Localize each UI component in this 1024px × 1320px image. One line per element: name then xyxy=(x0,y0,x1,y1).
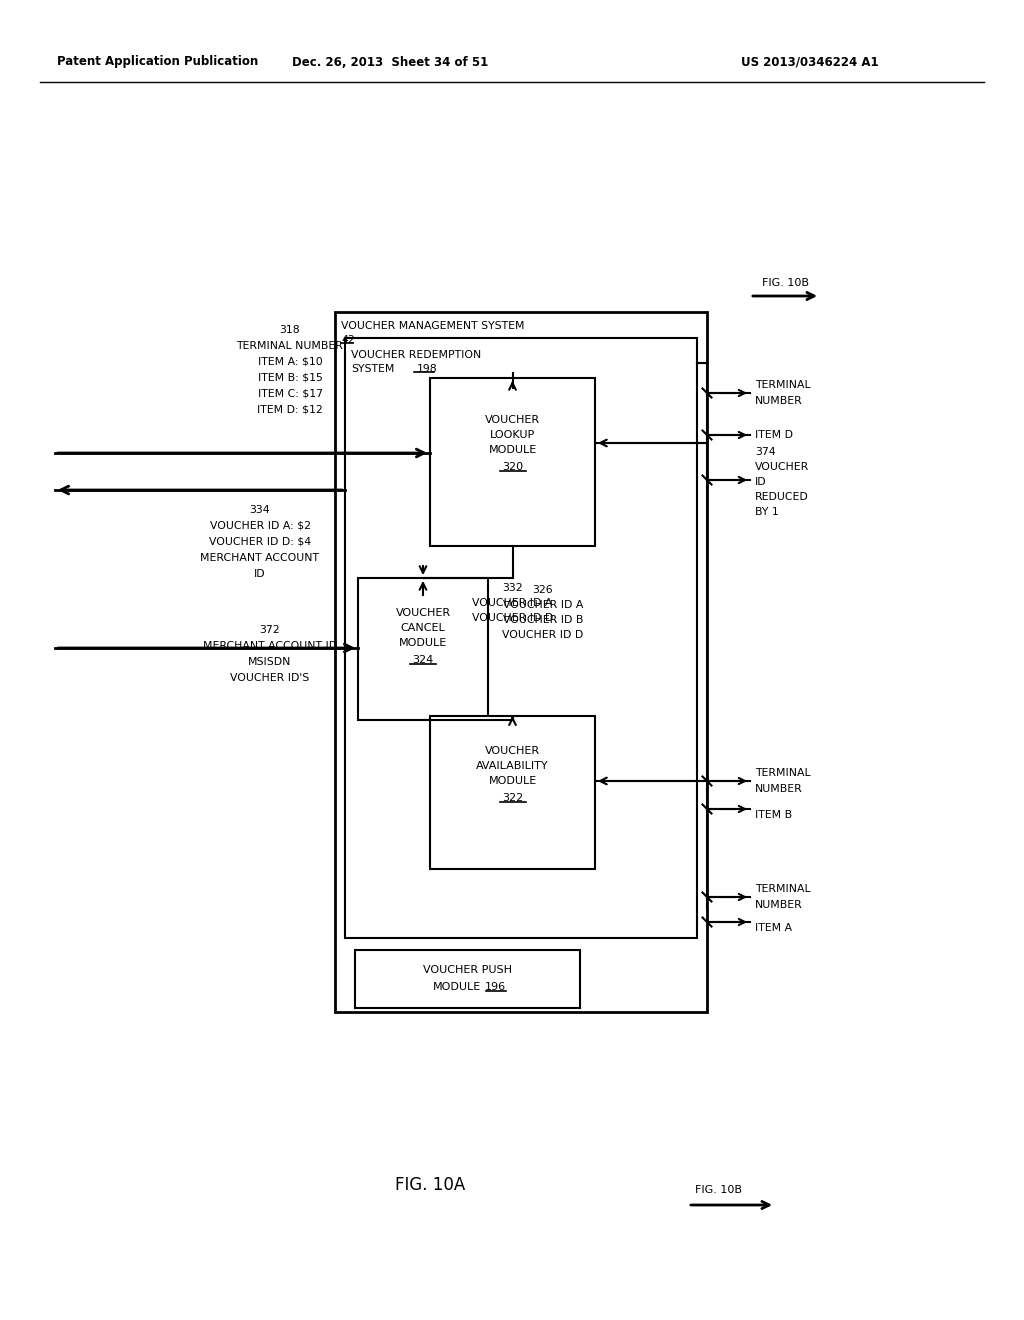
Text: VOUCHER MANAGEMENT SYSTEM: VOUCHER MANAGEMENT SYSTEM xyxy=(341,321,524,331)
Text: MODULE: MODULE xyxy=(488,445,537,455)
Text: VOUCHER: VOUCHER xyxy=(755,462,809,473)
Text: 326: 326 xyxy=(532,585,553,595)
Bar xyxy=(430,378,595,546)
Text: TERMINAL: TERMINAL xyxy=(755,884,811,894)
Text: VOUCHER PUSH: VOUCHER PUSH xyxy=(423,965,512,975)
Text: VOUCHER ID A: VOUCHER ID A xyxy=(503,601,584,610)
Text: VOUCHER ID A: $2: VOUCHER ID A: $2 xyxy=(210,521,310,531)
Text: 198: 198 xyxy=(417,364,437,374)
Text: VOUCHER: VOUCHER xyxy=(395,609,451,618)
Text: NUMBER: NUMBER xyxy=(755,900,803,909)
Text: 322: 322 xyxy=(502,793,523,803)
Text: VOUCHER ID'S: VOUCHER ID'S xyxy=(230,673,309,682)
Text: 196: 196 xyxy=(485,982,506,993)
Text: SYSTEM: SYSTEM xyxy=(351,364,394,374)
Text: MODULE: MODULE xyxy=(433,982,481,993)
Text: ITEM A: $10: ITEM A: $10 xyxy=(258,356,323,367)
Text: MSISDN: MSISDN xyxy=(248,657,292,667)
Text: CANCEL: CANCEL xyxy=(400,623,445,634)
Text: Dec. 26, 2013  Sheet 34 of 51: Dec. 26, 2013 Sheet 34 of 51 xyxy=(292,55,488,69)
Bar xyxy=(358,578,488,719)
Text: ID: ID xyxy=(254,569,266,579)
Bar xyxy=(430,715,595,869)
Bar xyxy=(355,950,580,1008)
Text: ID: ID xyxy=(755,477,767,487)
Text: MERCHANT ACCOUNT: MERCHANT ACCOUNT xyxy=(201,553,319,564)
Text: VOUCHER ID D: VOUCHER ID D xyxy=(503,630,584,640)
Text: FIG. 10A: FIG. 10A xyxy=(395,1176,465,1195)
Text: TERMINAL NUMBER: TERMINAL NUMBER xyxy=(237,341,343,351)
Text: 42: 42 xyxy=(341,335,354,345)
Bar xyxy=(345,338,697,939)
Text: 324: 324 xyxy=(413,655,433,665)
Text: VOUCHER ID B: VOUCHER ID B xyxy=(503,615,584,624)
Text: ITEM D: $12: ITEM D: $12 xyxy=(257,405,323,414)
Text: 374: 374 xyxy=(755,447,775,457)
Text: 320: 320 xyxy=(502,462,523,473)
Text: NUMBER: NUMBER xyxy=(755,396,803,407)
Text: VOUCHER ID D: $4: VOUCHER ID D: $4 xyxy=(209,537,311,546)
Text: FIG. 10B: FIG. 10B xyxy=(762,279,809,288)
Text: VOUCHER: VOUCHER xyxy=(485,414,540,425)
Text: ITEM B: ITEM B xyxy=(755,810,793,820)
Text: MODULE: MODULE xyxy=(488,776,537,785)
Text: ITEM A: ITEM A xyxy=(755,923,793,933)
Text: 318: 318 xyxy=(280,325,300,335)
Text: ITEM B: $15: ITEM B: $15 xyxy=(258,374,323,383)
Text: TERMINAL: TERMINAL xyxy=(755,768,811,777)
Text: NUMBER: NUMBER xyxy=(755,784,803,795)
Text: FIG. 10B: FIG. 10B xyxy=(695,1185,742,1195)
Text: 332: 332 xyxy=(502,583,523,593)
Text: ITEM C: $17: ITEM C: $17 xyxy=(257,389,323,399)
Text: VOUCHER REDEMPTION: VOUCHER REDEMPTION xyxy=(351,350,481,360)
Bar xyxy=(335,312,707,1012)
Text: LOOKUP: LOOKUP xyxy=(489,430,536,440)
Text: VOUCHER: VOUCHER xyxy=(485,746,540,756)
Text: Patent Application Publication: Patent Application Publication xyxy=(57,55,258,69)
Text: MERCHANT ACCOUNT ID: MERCHANT ACCOUNT ID xyxy=(203,642,337,651)
Text: ITEM D: ITEM D xyxy=(755,430,793,440)
Text: BY 1: BY 1 xyxy=(755,507,778,517)
Text: TERMINAL: TERMINAL xyxy=(755,380,811,389)
Text: VOUCHER ID D: VOUCHER ID D xyxy=(472,612,553,623)
Text: REDUCED: REDUCED xyxy=(755,492,809,502)
Text: AVAILABILITY: AVAILABILITY xyxy=(476,762,549,771)
Text: MODULE: MODULE xyxy=(399,638,447,648)
Text: US 2013/0346224 A1: US 2013/0346224 A1 xyxy=(741,55,879,69)
Text: 334: 334 xyxy=(250,506,270,515)
Text: VOUCHER ID A: VOUCHER ID A xyxy=(472,598,553,609)
Text: 372: 372 xyxy=(260,624,281,635)
